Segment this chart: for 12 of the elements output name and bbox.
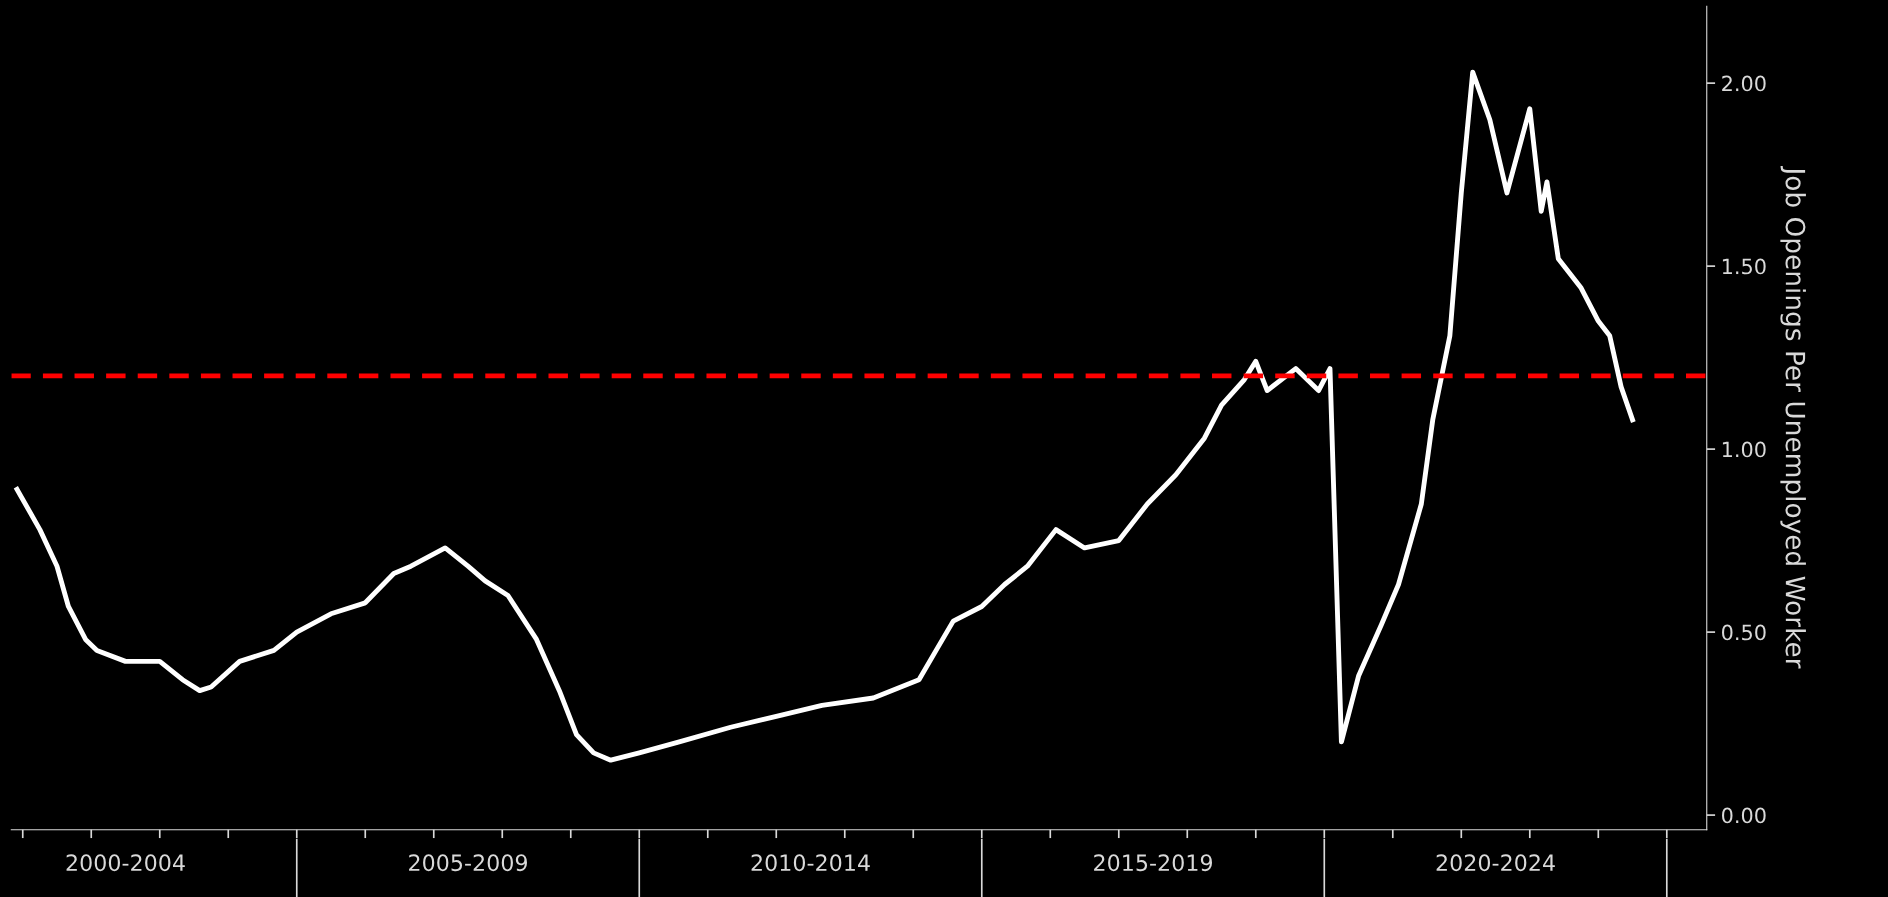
x-tick-label: 2020-2024 xyxy=(1436,854,1555,872)
x-tick-label: 2000-2004 xyxy=(66,854,185,872)
y-tick-label: 1.00 xyxy=(1722,441,1766,458)
line-series xyxy=(14,69,1635,763)
y-tick-label: 0.50 xyxy=(1722,624,1766,641)
y-tick-label: 1.50 xyxy=(1722,258,1766,275)
x-tick-label: 2015-2019 xyxy=(1094,854,1213,872)
y-tick-label: 2.00 xyxy=(1722,75,1766,92)
y-axis-title: Job Openings Per Unemployed Worker xyxy=(1780,166,1806,669)
x-tick-label: 2010-2014 xyxy=(751,854,870,872)
y-tick-label: 0.00 xyxy=(1722,807,1766,824)
x-tick-label: 2005-2009 xyxy=(409,854,528,872)
